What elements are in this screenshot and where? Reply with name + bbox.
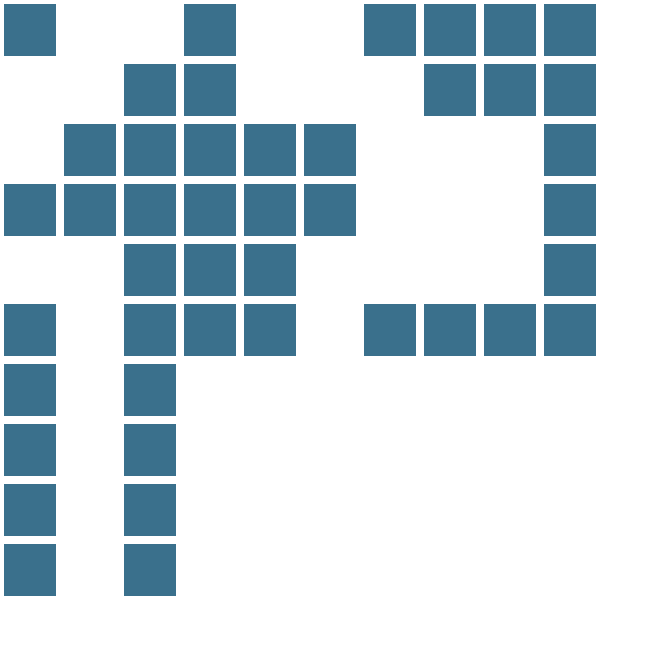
- grid-cell: [124, 124, 176, 176]
- grid-cell: [4, 364, 56, 416]
- grid-cell: [124, 364, 176, 416]
- grid-cell: [184, 4, 236, 56]
- grid-cell: [184, 124, 236, 176]
- grid-cell: [124, 64, 176, 116]
- grid-cell: [4, 484, 56, 536]
- grid-cell: [4, 424, 56, 476]
- grid-cell: [124, 304, 176, 356]
- grid-cell: [124, 244, 176, 296]
- grid-cell: [244, 184, 296, 236]
- grid-cell: [184, 304, 236, 356]
- grid-cell: [544, 304, 596, 356]
- grid-cell: [424, 64, 476, 116]
- grid-cell: [4, 304, 56, 356]
- grid-cell: [64, 124, 116, 176]
- grid-cell: [124, 484, 176, 536]
- grid-cell: [544, 64, 596, 116]
- grid-cell: [424, 4, 476, 56]
- grid-cell: [544, 124, 596, 176]
- grid-cell: [64, 184, 116, 236]
- grid-cell: [304, 124, 356, 176]
- grid-cell: [544, 4, 596, 56]
- grid-cell: [244, 124, 296, 176]
- grid-cell: [364, 4, 416, 56]
- grid-cell: [124, 544, 176, 596]
- grid-cell: [244, 244, 296, 296]
- grid-cell: [484, 4, 536, 56]
- grid-cell: [124, 424, 176, 476]
- grid-cell: [184, 184, 236, 236]
- grid-cell: [4, 544, 56, 596]
- grid-cell: [4, 4, 56, 56]
- grid-cell: [544, 244, 596, 296]
- grid-cell: [184, 244, 236, 296]
- grid-cell: [484, 64, 536, 116]
- grid-canvas: [0, 0, 660, 660]
- grid-cell: [484, 304, 536, 356]
- grid-cell: [544, 184, 596, 236]
- grid-cell: [4, 184, 56, 236]
- grid-cell: [364, 304, 416, 356]
- grid-cell: [184, 64, 236, 116]
- grid-cell: [124, 184, 176, 236]
- grid-cell: [304, 184, 356, 236]
- grid-cell: [244, 304, 296, 356]
- grid-cell: [424, 304, 476, 356]
